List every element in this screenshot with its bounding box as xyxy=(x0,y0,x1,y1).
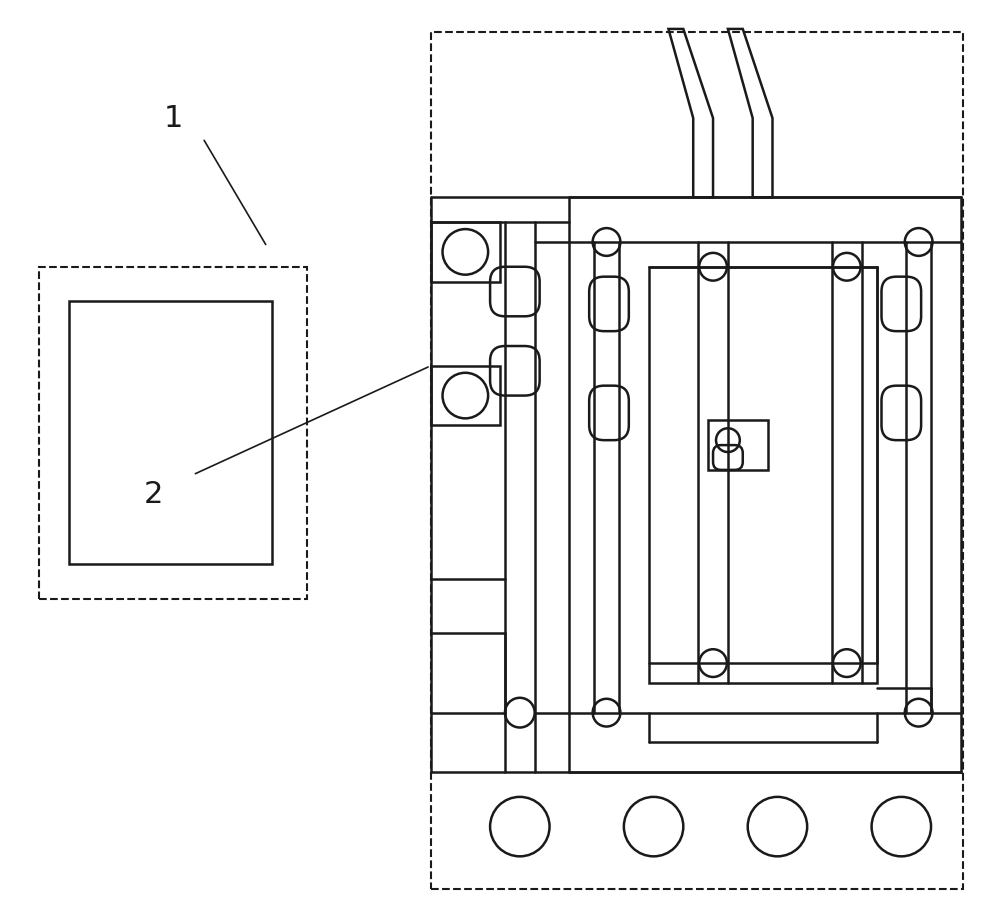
Bar xyxy=(431,222,500,282)
Bar xyxy=(708,420,768,470)
Bar xyxy=(39,267,307,598)
Bar xyxy=(431,32,963,889)
Text: 1: 1 xyxy=(163,103,183,133)
Text: 2: 2 xyxy=(144,480,163,509)
Bar xyxy=(431,366,500,425)
Bar xyxy=(69,301,272,564)
Bar xyxy=(649,267,877,683)
